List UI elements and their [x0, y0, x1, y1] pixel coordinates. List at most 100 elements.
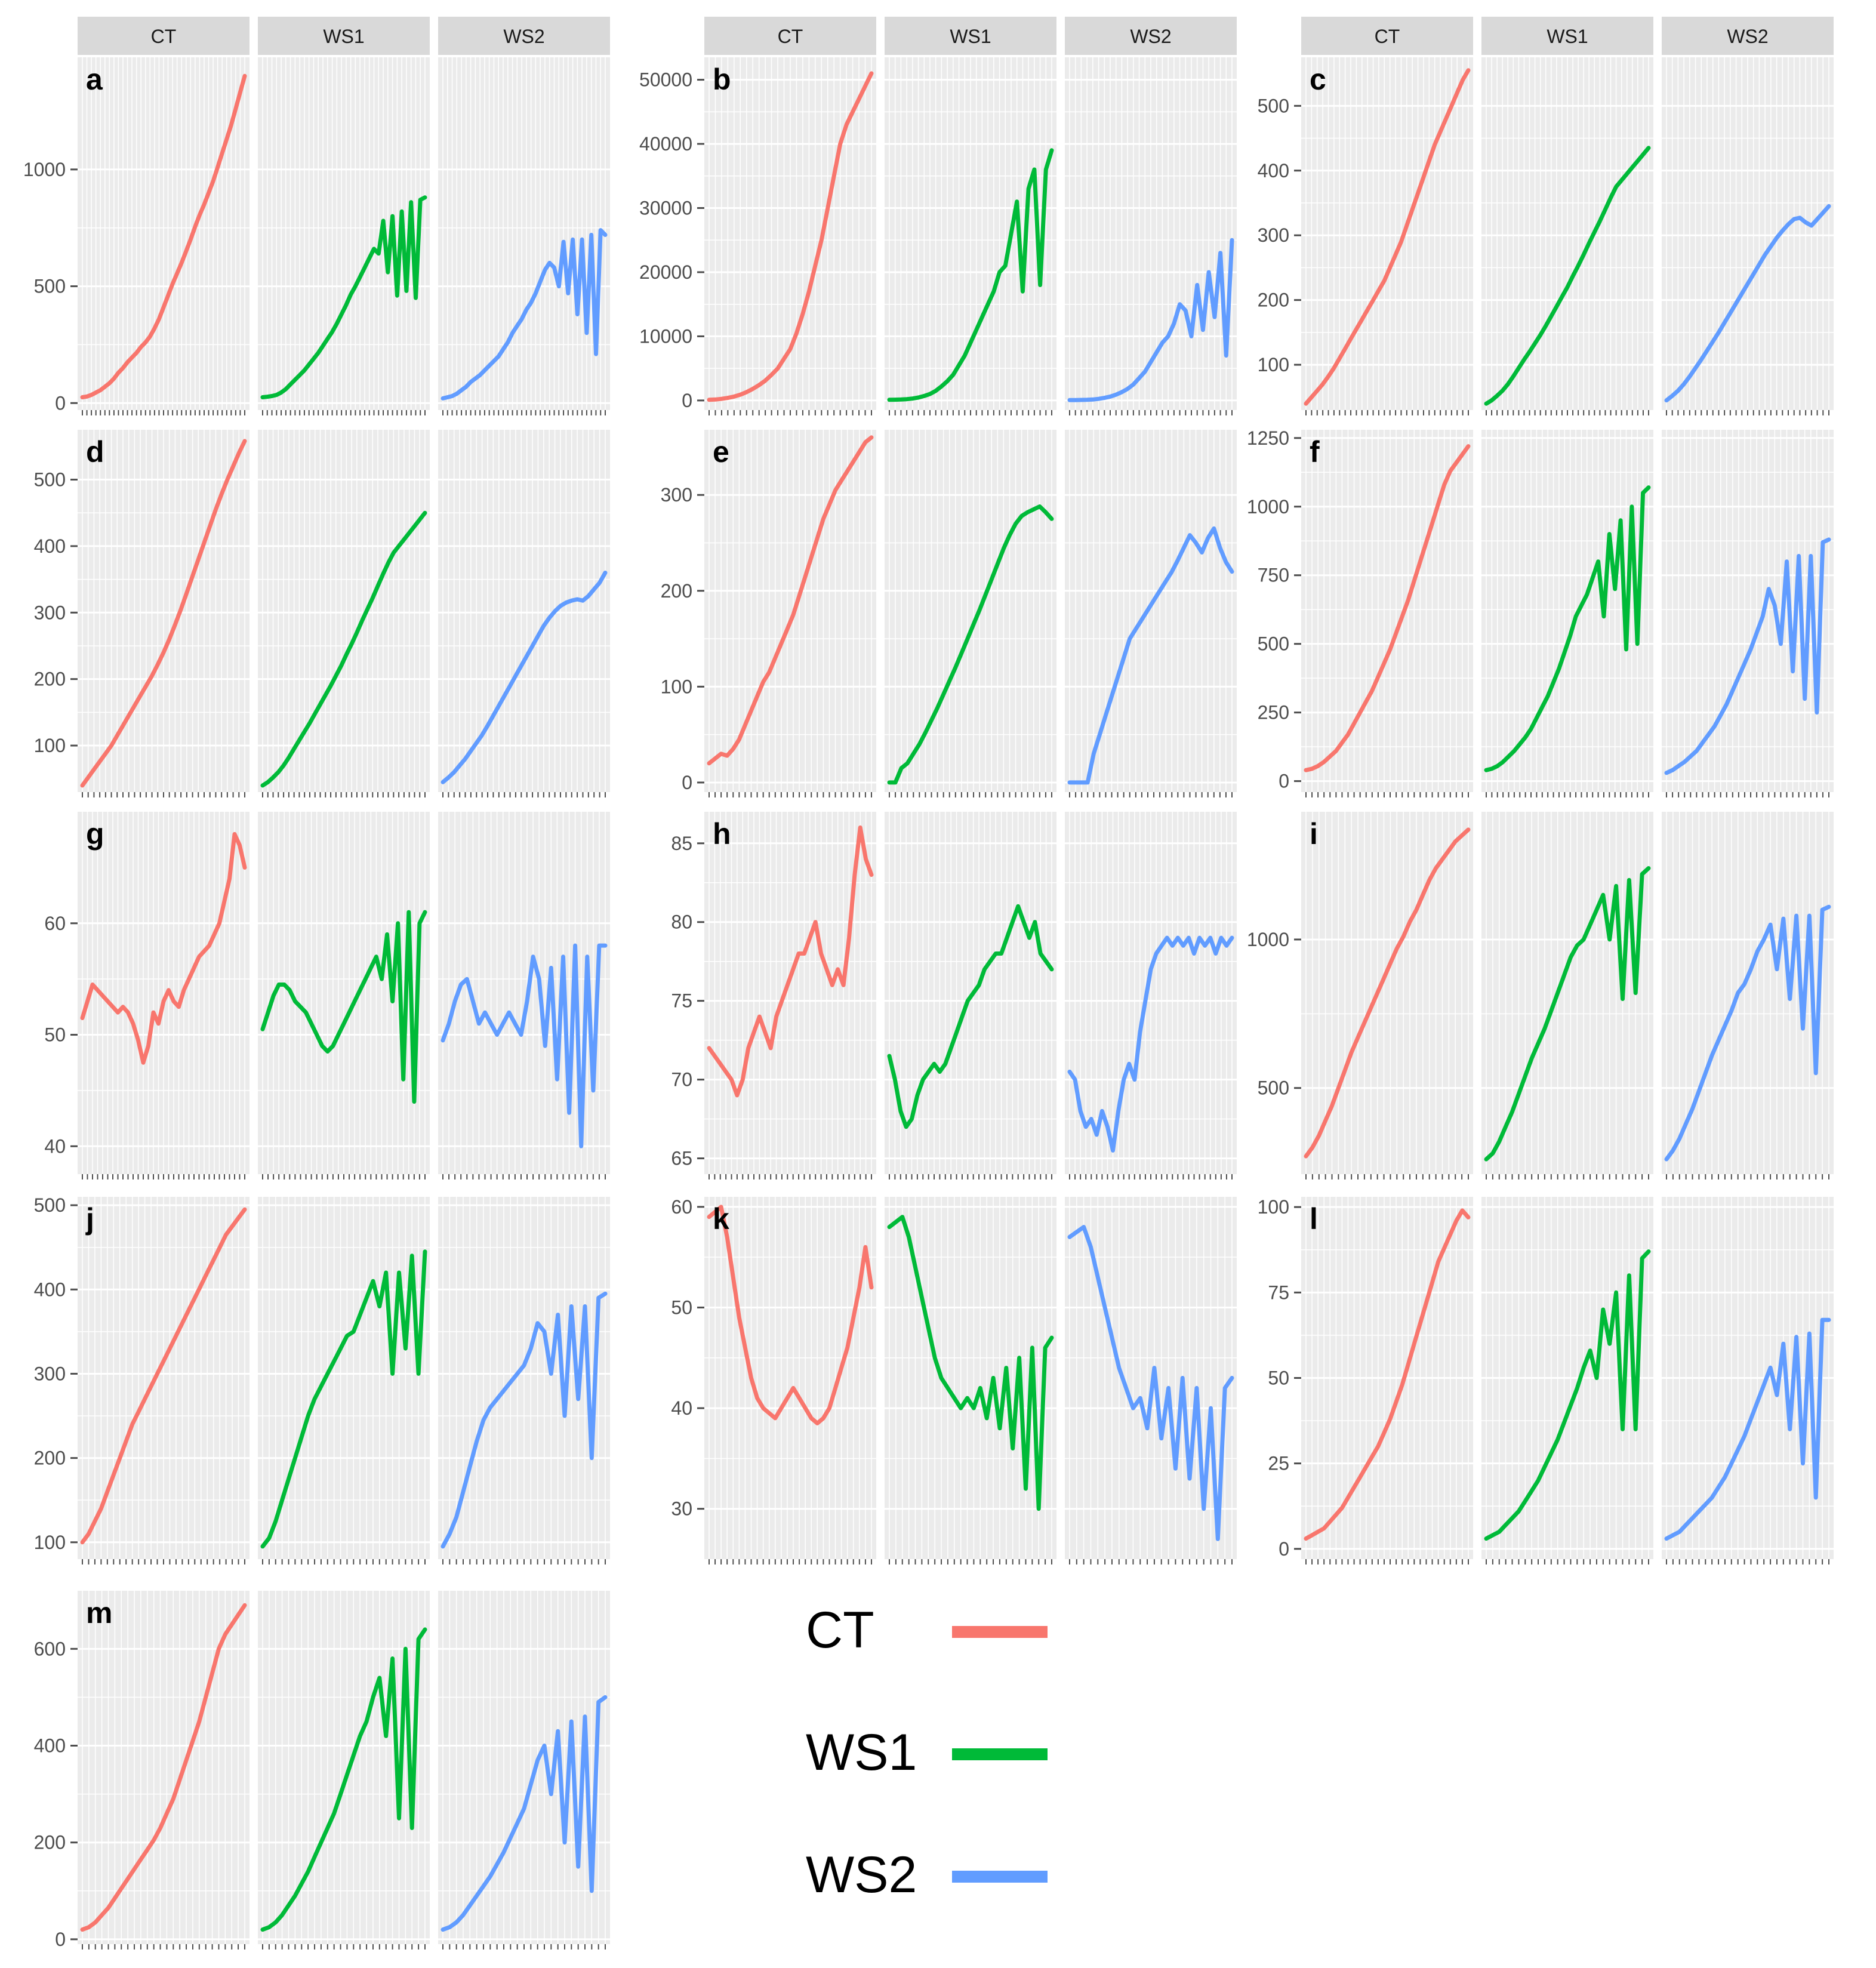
panel-g-ct — [78, 812, 249, 1179]
panel-letter-m: m — [86, 1596, 112, 1630]
legend-label-ws2: WS2 — [806, 1846, 917, 1904]
series-line-f-ct — [1304, 444, 1471, 772]
y-tick-label-d-0: 100 — [34, 735, 66, 756]
panel-c-ct: CT — [1301, 17, 1473, 415]
series-line-b-ct — [707, 71, 874, 402]
panel-letter-c: c — [1310, 63, 1326, 96]
panel-bg-a-ws2 — [438, 57, 610, 410]
panel-g-ws2 — [438, 812, 610, 1179]
y-tick-label-k-3: 60 — [671, 1196, 692, 1218]
panel-c-ws2: WS2 — [1662, 17, 1834, 415]
y-tick-label-l-0: 0 — [1279, 1538, 1289, 1560]
facet-label-a-ws2: WS2 — [503, 26, 544, 47]
y-tick-label-a-0: 0 — [55, 392, 66, 414]
facet-label-b-ct: CT — [778, 26, 803, 47]
panel-b-ws1: WS1 — [885, 17, 1056, 415]
y-tick-label-j-2: 300 — [34, 1363, 66, 1384]
facet-strip-a-ws1 — [258, 17, 430, 55]
y-tick-label-d-1: 200 — [34, 669, 66, 690]
y-tick-label-h-2: 75 — [671, 990, 692, 1012]
series-line-c-ws2 — [1664, 204, 1831, 403]
y-tick-label-d-2: 300 — [34, 602, 66, 623]
panel-f-ct — [1301, 430, 1473, 797]
series-line-h-ws2 — [1067, 935, 1234, 1153]
panel-l-ct — [1301, 1197, 1473, 1564]
panel-bg-d-ws1 — [258, 430, 430, 792]
y-tick-label-m-0: 0 — [55, 1929, 66, 1950]
panel-e-ws1 — [885, 430, 1056, 797]
y-tick-label-h-3: 80 — [671, 911, 692, 933]
facet-strip-b-ws2 — [1065, 17, 1237, 55]
panel-j-ct — [78, 1197, 249, 1564]
series-line-a-ct — [80, 73, 247, 399]
y-tick-label-m-3: 600 — [34, 1638, 66, 1659]
panel-m-ws2 — [438, 1591, 610, 1949]
series-line-d-ws1 — [260, 510, 427, 788]
panel-k-ws2 — [1065, 1197, 1237, 1564]
y-tick-label-c-1: 200 — [1258, 289, 1289, 311]
panel-m-ws1 — [258, 1591, 430, 1949]
y-tick-label-f-5: 1250 — [1247, 427, 1289, 449]
y-tick-label-f-3: 750 — [1258, 565, 1289, 586]
series-line-m-ct — [80, 1603, 247, 1932]
panel-i-ws1 — [1481, 812, 1653, 1179]
y-tick-label-j-0: 100 — [34, 1532, 66, 1553]
y-tick-label-b-2: 20000 — [639, 261, 692, 283]
facet-strip-c-ct — [1301, 17, 1473, 55]
series-line-h-ws1 — [887, 904, 1054, 1129]
legend-item-ct: CT — [800, 1588, 1110, 1671]
y-tick-label-m-1: 200 — [34, 1832, 66, 1853]
panel-e-ws2 — [1065, 430, 1237, 797]
y-tick-label-k-2: 50 — [671, 1296, 692, 1318]
y-tick-label-f-1: 250 — [1258, 702, 1289, 723]
facet-label-c-ws2: WS2 — [1727, 26, 1768, 47]
series-line-a-ws1 — [260, 195, 427, 399]
panel-letter-k: k — [713, 1202, 729, 1236]
y-tick-label-h-1: 70 — [671, 1069, 692, 1091]
panel-a-ws1: WS1 — [258, 17, 430, 415]
facet-strip-c-ws2 — [1662, 17, 1834, 55]
legend-swatch-ws2 — [952, 1871, 1048, 1883]
panel-letter-j: j — [85, 1202, 94, 1236]
y-tick-label-b-1: 10000 — [639, 325, 692, 347]
y-tick-label-f-4: 1000 — [1247, 496, 1289, 518]
panel-bg-j-ws1 — [258, 1197, 430, 1559]
y-tick-label-c-4: 500 — [1258, 95, 1289, 116]
panel-letter-e: e — [713, 435, 729, 469]
series-line-m-ws1 — [260, 1627, 427, 1932]
series-line-m-ws2 — [440, 1695, 608, 1932]
chart-f: 0 250 500 750 1000 1250 f — [1247, 427, 1834, 797]
y-tick-label-g-2: 60 — [44, 913, 66, 934]
series-line-e-ws2 — [1067, 526, 1234, 785]
panel-i-ws2 — [1662, 812, 1834, 1179]
legend-swatch-ct — [952, 1626, 1048, 1638]
y-tick-label-e-1: 100 — [661, 676, 692, 697]
panel-k-ws1 — [885, 1197, 1056, 1564]
panel-g-ws1 — [258, 812, 430, 1179]
chart-k: 30 40 50 60 k — [671, 1196, 1237, 1564]
chart-g: 40 50 60 g — [44, 812, 610, 1179]
panel-bg-e-ct — [704, 430, 876, 792]
y-tick-label-g-1: 50 — [44, 1024, 66, 1046]
chart-d: 100 200 300 400 500 d — [34, 430, 610, 797]
series-line-j-ws1 — [260, 1249, 427, 1549]
series-line-f-ws1 — [1484, 485, 1651, 772]
y-tick-label-h-0: 65 — [671, 1148, 692, 1169]
y-tick-label-e-2: 200 — [661, 580, 692, 602]
series-line-e-ws1 — [887, 504, 1054, 785]
y-tick-label-l-2: 50 — [1268, 1368, 1289, 1389]
chart-h: 65 70 75 80 85 h — [671, 812, 1237, 1179]
series-line-l-ws2 — [1664, 1317, 1831, 1541]
panel-c-ws1: WS1 — [1481, 17, 1653, 415]
chart-e: 0 100 200 300 e — [661, 430, 1237, 797]
panel-h-ct — [704, 812, 876, 1179]
panel-h-ws1 — [885, 812, 1056, 1179]
panel-l-ws1 — [1481, 1197, 1653, 1564]
y-tick-label-b-4: 40000 — [639, 133, 692, 155]
series-line-d-ct — [80, 439, 247, 788]
series-line-a-ws2 — [440, 228, 608, 401]
chart-i: 500 1000 i — [1247, 812, 1834, 1179]
panel-k-ct — [704, 1197, 876, 1564]
y-tick-label-k-0: 30 — [671, 1498, 692, 1520]
series-line-g-ct — [80, 831, 247, 1065]
